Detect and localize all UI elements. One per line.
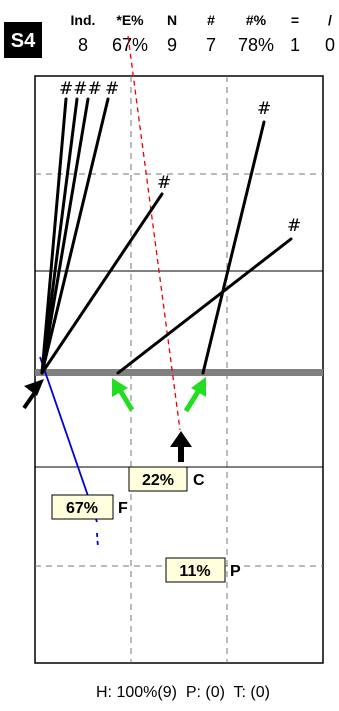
stat-value-ind: 8 [78,35,88,55]
hash-cluster: ### [59,79,102,99]
session-badge: S4 [4,22,42,58]
hash-single-b: # [157,173,171,193]
green-arrow-right [183,377,206,413]
red-dashed-trajectory [127,35,181,431]
hash-marks: ### # # # # [59,79,301,236]
zone-f-letter: F [118,500,128,517]
zone-c-letter: C [193,472,205,489]
footer-summary: H: 100%(9) P: (0) T: (0) [96,684,270,701]
green-arrow-left [112,378,135,412]
net-bar [35,369,323,376]
hash-single-c: # [257,99,271,119]
zone-f-percent: 67% [66,500,98,517]
hash-single-a: # [105,79,119,99]
stat-header-hash: # [207,12,215,28]
stat-header-e: *E% [116,12,144,28]
session-badge-label: S4 [11,30,36,52]
stat-value-hash: 7 [206,35,216,55]
stat-value-e: 67% [112,35,148,55]
stat-header-slash: / [328,12,332,28]
setter-arrow [170,431,192,462]
stat-value-eq: 1 [290,35,300,55]
origin-arrow [22,379,44,410]
stat-value-hashpct: 78% [238,35,274,55]
stat-header-ind: Ind. [71,12,96,28]
zone-p-percent: 11% [179,563,210,580]
blue-trajectory-tail [96,532,99,549]
stat-value-n: 9 [167,35,177,55]
stat-value-slash: 0 [325,35,335,55]
zone-c-percent: 22% [142,472,174,489]
hash-single-d: # [287,216,301,236]
stats-table: Ind. *E% N # #% = / 8 67% 9 7 78% 1 0 [71,12,335,55]
stat-header-eq: = [291,12,299,28]
zone-labels: 22% C 67% F 11% P [51,466,241,583]
stat-header-hashpct: #% [246,12,267,28]
attack-lines [40,97,293,375]
zone-p-letter: P [230,563,241,580]
stat-header-n: N [167,12,177,28]
